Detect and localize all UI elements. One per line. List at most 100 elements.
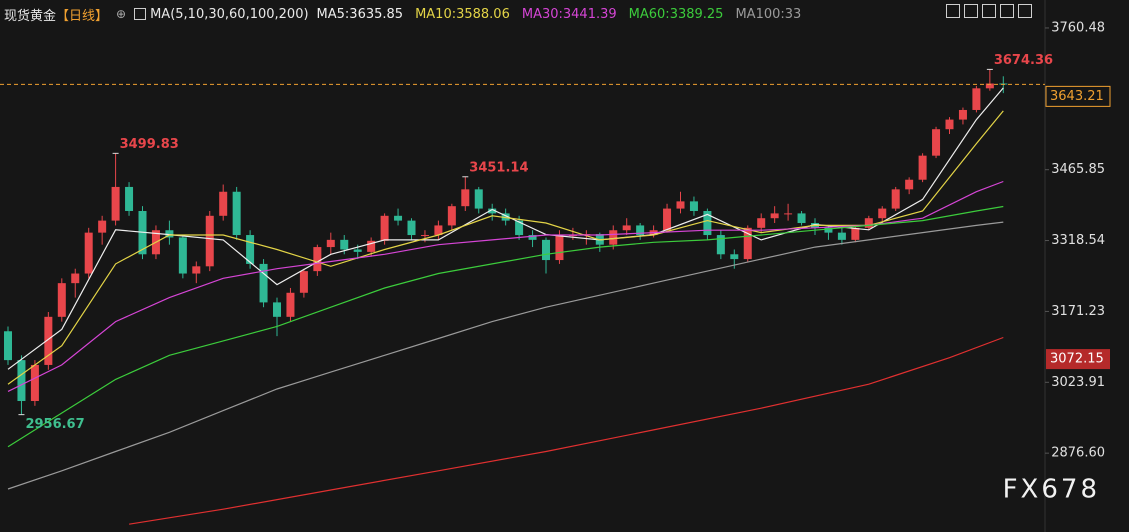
last-price-label: 3643.21	[1050, 89, 1104, 104]
candle-body	[622, 225, 631, 231]
legend-entry: MA5:3635.85	[316, 6, 404, 22]
candle-body	[663, 208, 672, 231]
candle-body	[4, 331, 12, 361]
candle-body	[326, 239, 335, 248]
ma-line	[7, 205, 1004, 448]
candle-body	[676, 201, 685, 209]
last-price-box	[1045, 85, 1111, 107]
candle-body	[57, 283, 66, 317]
y-tick-label: 3760.48	[1051, 20, 1105, 35]
period[interactable]: 【日线】	[56, 8, 109, 24]
candle-body	[851, 227, 860, 240]
candle-body	[98, 220, 107, 233]
y-tick-label: 2876.60	[1051, 446, 1105, 461]
candle-body	[394, 215, 403, 221]
candle-body	[353, 249, 362, 252]
indicator: MA(5,10,30,60,100,200)	[150, 6, 309, 22]
candle-body	[716, 235, 725, 255]
candle-body	[461, 189, 470, 207]
annotation: 3499.83	[120, 137, 179, 152]
annotation: 2956.67	[25, 417, 84, 432]
candle-body	[528, 235, 537, 240]
header: 现货黄金 【日线】 ⊕ MA(5,10,30,60,100,200) MA5:3…	[4, 5, 802, 24]
candle-body	[71, 273, 80, 284]
candle-body	[367, 240, 376, 252]
candle-body	[125, 186, 134, 211]
annotation: 3674.36	[994, 53, 1053, 68]
candle-body	[30, 364, 39, 402]
tool-icon[interactable]	[982, 4, 996, 18]
candle-body	[178, 237, 187, 274]
y-tick-label: 3023.91	[1051, 375, 1105, 390]
legend-entry: MA60:3389.25	[628, 6, 724, 22]
ma-line	[7, 87, 1004, 370]
candle-body	[958, 109, 967, 120]
candle-body	[743, 227, 752, 260]
candle-body	[689, 201, 698, 211]
candle-body	[420, 235, 429, 237]
legend-entry: MA10:3588.06	[415, 6, 510, 22]
candle-body	[44, 316, 53, 365]
candle-body	[932, 129, 941, 156]
y-tick-label: 3318.54	[1051, 233, 1105, 248]
annotation: 3451.14	[469, 160, 528, 175]
candle-body	[192, 266, 201, 274]
candle-body	[918, 155, 927, 180]
price-box	[1046, 349, 1110, 370]
legend-entry: MA100:33	[735, 6, 802, 22]
candle-body	[905, 179, 914, 190]
candle-body	[891, 189, 900, 209]
candle-body	[636, 225, 645, 236]
candle-body	[380, 215, 389, 241]
tool-icon[interactable]	[964, 4, 978, 18]
candle-body	[703, 210, 712, 236]
title: 现货黄金	[4, 8, 57, 24]
candle-body	[286, 292, 295, 317]
candle-body	[945, 119, 954, 130]
candle-body	[474, 189, 483, 209]
candle-body	[985, 83, 994, 89]
candle-body	[824, 227, 833, 233]
candle-body	[246, 235, 255, 264]
indicator-icon[interactable]	[134, 8, 147, 20]
candle-body	[434, 225, 443, 236]
candle-body	[17, 360, 26, 402]
candle-body	[407, 220, 416, 236]
candle-body	[447, 206, 456, 226]
candle-body	[555, 235, 564, 261]
candle-body	[488, 208, 497, 214]
candle-body	[878, 208, 887, 219]
candle-body	[757, 218, 766, 228]
plot-area	[4, 69, 1008, 525]
candle-body	[864, 218, 873, 228]
candle-body	[797, 213, 806, 224]
candle-body	[273, 302, 281, 317]
watermark: FX678	[1003, 475, 1100, 505]
candle-body	[219, 191, 228, 216]
legend: MA5:3635.85 MA10:3588.06 MA30:3441.39 MA60:…	[317, 7, 802, 22]
ma-line	[7, 221, 1004, 490]
candle-body	[542, 239, 550, 261]
candle-body	[784, 213, 793, 215]
toolbar	[946, 4, 1032, 18]
candle-body	[299, 271, 308, 293]
add-icon[interactable]: ⊕	[116, 7, 127, 21]
candle-body	[84, 232, 93, 274]
candle-body	[340, 239, 349, 250]
y-tick-label: 3171.23	[1051, 304, 1105, 319]
legend-entry: MA30:3441.39	[521, 6, 617, 22]
price-box-label: 3072.15	[1050, 352, 1104, 367]
candle-body	[609, 230, 618, 245]
tool-icon[interactable]	[1018, 4, 1032, 18]
y-tick-label: 3465.85	[1051, 162, 1105, 177]
candle-body	[313, 247, 322, 272]
candle-body	[165, 230, 174, 238]
tool-icon[interactable]	[946, 4, 960, 18]
candle-body	[232, 191, 241, 236]
ma-line	[129, 336, 1004, 525]
candle-body	[770, 213, 779, 219]
candle-body	[205, 215, 214, 267]
tool-icon[interactable]	[1000, 4, 1014, 18]
